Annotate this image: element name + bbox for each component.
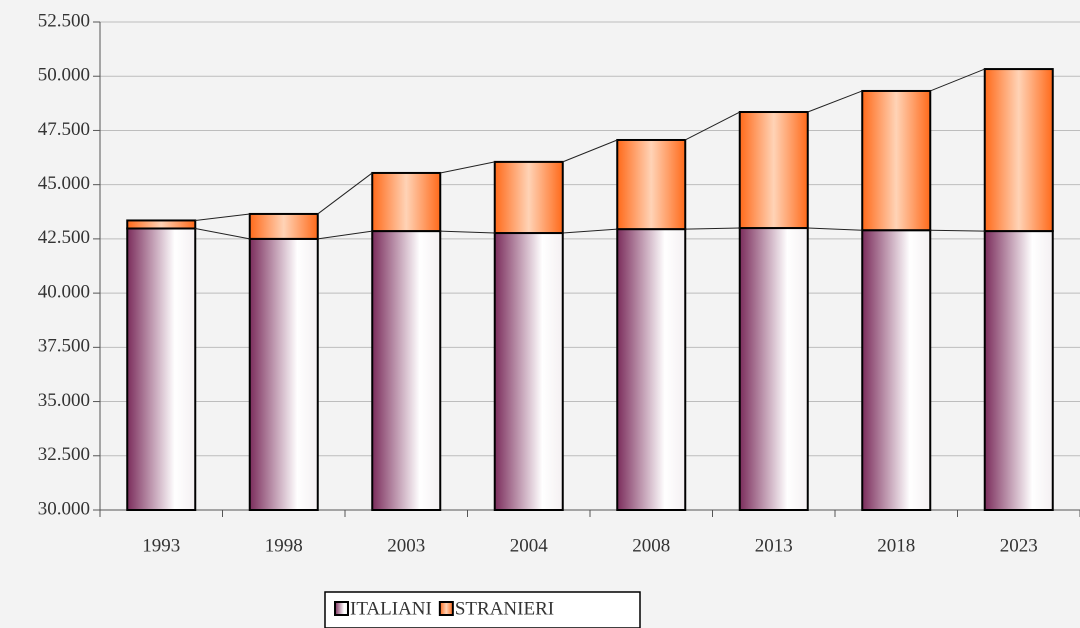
series-line — [440, 161, 495, 174]
series-line — [807, 227, 863, 231]
x-tick-label: 1998 — [265, 535, 303, 556]
legend-label: ITALIANI — [350, 598, 432, 619]
y-tick-label: 50.000 — [38, 65, 90, 86]
bar-segment — [248, 212, 319, 240]
bar-segment — [616, 228, 687, 512]
bar-segment — [493, 232, 564, 511]
x-tick-label: 2013 — [755, 535, 793, 556]
series-line — [685, 227, 740, 230]
legend-box — [324, 591, 641, 628]
y-tick-label: 40.000 — [38, 281, 90, 302]
series-line — [930, 229, 985, 232]
y-tick-label: 52.500 — [38, 10, 90, 31]
bar-segment — [371, 230, 442, 511]
series-line — [807, 90, 863, 113]
x-tick-label: 2003 — [387, 535, 425, 556]
legend: ITALIANI STRANIERI — [324, 591, 641, 628]
series-line — [562, 139, 618, 163]
x-tick-label: 2023 — [1000, 535, 1038, 556]
legend-label: STRANIERI — [455, 598, 554, 619]
y-tick-label: 45.000 — [38, 173, 90, 194]
y-tick-label: 47.500 — [38, 119, 90, 140]
bar-segment — [126, 227, 197, 512]
bar-segment — [371, 171, 442, 233]
bar-segment — [738, 227, 809, 512]
bar-segment — [738, 111, 809, 230]
x-tick-label: 2008 — [632, 535, 670, 556]
bar-segment — [616, 138, 687, 231]
y-tick-label: 32.500 — [38, 444, 90, 465]
series-line — [930, 68, 985, 92]
bar-segment — [493, 160, 564, 235]
x-tick-label: 2018 — [877, 535, 915, 556]
bar-segment — [983, 68, 1054, 233]
bar-segment — [126, 219, 197, 230]
x-tick-label: 2004 — [510, 535, 549, 556]
y-tick-label: 42.500 — [38, 227, 90, 248]
series-line — [685, 111, 740, 141]
series-line — [317, 230, 373, 240]
series-line — [317, 172, 373, 215]
bar-segment — [248, 237, 319, 511]
legend-swatch — [334, 601, 349, 616]
bar-segment — [983, 230, 1054, 511]
series-line — [440, 230, 495, 234]
series-line — [562, 228, 618, 234]
x-tick-label: 1993 — [142, 535, 180, 556]
bar-segment — [861, 229, 932, 511]
series-line — [195, 227, 250, 240]
y-tick-label: 35.000 — [38, 390, 90, 411]
bar-segment — [861, 89, 932, 232]
series-line — [195, 213, 250, 221]
legend-swatch — [438, 601, 454, 616]
y-tick-label: 37.500 — [38, 336, 90, 357]
y-tick-label: 30.000 — [38, 498, 90, 519]
